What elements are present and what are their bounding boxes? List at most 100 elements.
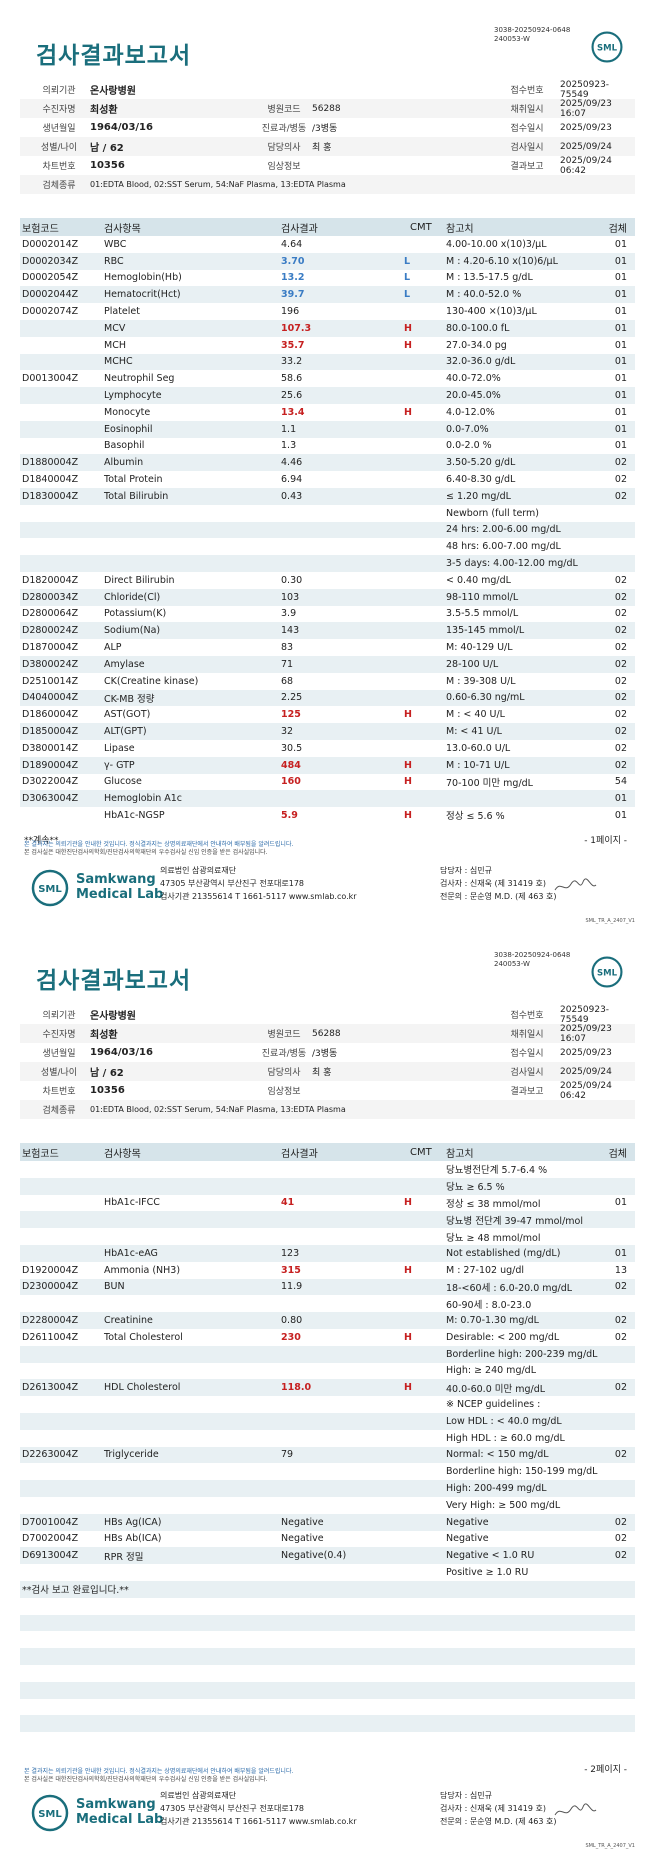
brand-line-1: Samkwang [76,1797,156,1812]
table-row [20,1631,635,1648]
org-address: 의료법인 삼광의료재단 47305 부산광역시 부산진구 전포대로178 검사기… [160,864,357,903]
table-row: 48 hrs: 6.00-7.00 mg/dL [20,538,635,555]
cell-result: 0.80 [281,1315,303,1327]
institution-label: 의뢰기관 [42,86,76,96]
cell-item: Monocyte [104,406,151,418]
cell-specimen: 02 [614,574,627,586]
table-row [20,1699,635,1716]
cell-specimen: 01 [614,793,627,805]
table-header: 보험코드 검사항목 검사결과 CMT 참고치 검체 [20,1143,635,1161]
cell-reference: M : < 40 U/L [446,709,505,721]
cell-specimen: 02 [614,759,627,771]
cell-result: 13.2 [281,272,305,284]
cell-item: Ammonia (NH3) [104,1264,181,1276]
staff-info: 담당자 : 심민규 검사자 : 신재욱 (제 31419 호) 전문의 : 문순… [440,864,557,903]
cell-specimen: 01 [614,440,627,452]
cell-code: D1850004Z [22,726,79,737]
table-row: D7001004Z HBs Ag(ICA) Negative Negative 02 [20,1513,635,1531]
doctor-value: 최 홍 [312,143,332,153]
cell-reference: M : 4.20-6.10 x(10)6/μL [446,255,558,267]
dob-label: 생년월일 [42,124,76,134]
cell-item: Total Bilirubin [104,490,169,502]
table-row: MCH 35.7 H 27.0-34.0 pg 01 [20,337,635,354]
table-row: 당뇨병전단계 5.7-6.4 % [20,1161,635,1178]
table-header: 보험코드 검사항목 검사결과 CMT 참고치 검체 [20,218,635,236]
cell-reference: M : 40.0-52.0 % [446,289,522,301]
cell-reference: High HDL : ≥ 60.0 mg/dL [446,1432,565,1444]
cell-item: Amylase [104,658,145,670]
cell-reference: ※ NCEP guidelines : [446,1399,541,1411]
table-row: D1840004Z Total Protein 6.94 6.40-8.30 g/dL… [20,471,635,488]
patient-info: 의뢰기관 온사랑병원 접수번호 20250923-75549 수진자명 최성환 … [20,80,635,194]
table-body: 당뇨병전단계 5.7-6.4 % 당뇨 ≥ 6.5 % HbA1c-IFCC 41 H 정… [20,1161,635,1749]
results-table-page-2: 보험코드 검사항목 검사결과 CMT 참고치 검체 당뇨병전단계 5.7-6.4… [20,1143,635,1749]
report-value: 2025/09/24 06:42 [560,155,612,176]
cell-item: MCH [104,339,126,351]
cell-item: Triglyceride [104,1449,159,1461]
cell-specimen: 01 [614,373,627,385]
form-code: SML_TR_A_2407_V1 [585,918,635,924]
staff-line-1: 담당자 : 심민규 [440,1791,492,1800]
staff-line-2: 검사자 : 신재욱 (제 31419 호) [440,879,546,888]
header-specimen: 검체 [608,1148,627,1160]
cell-result: 39.7 [281,289,305,301]
cell-reference: M : 39-308 U/L [446,675,516,687]
report-page-1: 3038-20250924-0648 240053-W SML 검사결과보고서 … [20,26,635,924]
table-row: 60-90세 : 8.0-23.0 [20,1295,635,1312]
receipt-date-label: 접수일시 [510,124,544,134]
cell-reference: 135-145 mmol/L [446,625,525,637]
cell-code: D0002044Z [22,289,79,301]
note-line-2: 본 검사실은 대한진단검사의학회/진단검사의학재단의 우수검사실 신임 인증을 … [24,849,268,856]
cell-code: D7002004Z [22,1533,79,1545]
cell-reference: 40.0-72.0% [446,373,501,385]
cell-item: HDL Cholesterol [104,1382,181,1394]
cell-specimen: 02 [614,1516,627,1528]
cell-reference: Positive ≥ 1.0 RU [446,1567,529,1579]
cell-item: WBC [104,238,127,250]
cell-item: HbA1c-eAG [104,1247,158,1259]
cell-reference: < 0.40 mg/dL [446,574,511,586]
cell-code: D2510014Z [22,675,79,687]
receipt-date-label: 접수일시 [510,1049,544,1059]
specimen-value: 01:EDTA Blood, 02:SST Serum, 54:NaF Plas… [90,180,346,189]
brand-name: Samkwang Medical Lab [76,872,163,902]
cell-code: D0002074Z [22,306,79,318]
header-ref: 참고치 [446,1148,474,1160]
doctor-label: 담당의사 [267,143,301,153]
cell-reference: 60-90세 : 8.0-23.0 [446,1299,532,1311]
cell-specimen: 02 [614,457,627,469]
table-row: HbA1c-NGSP 5.9 H 정상 ≤ 5.6 % 01 [20,807,635,824]
cell-code: D1840004Z [22,474,79,486]
cell-specimen: 02 [614,642,627,654]
cell-reference: 18-<60세 : 6.0-20.0 mg/dL [446,1282,573,1294]
cell-result: 79 [281,1449,294,1461]
table-row: Borderline high: 150-199 mg/dL [20,1463,635,1480]
cell-reference: M: 40-129 U/L [446,642,513,654]
cell-item: Hematocrit(Hct) [104,289,181,301]
cell-item: Potassium(K) [104,608,167,620]
cell-reference: 당뇨병 전단계 39-47 mmol/mol [446,1215,583,1227]
notes: 본 결과지는 의뢰기관을 안내한 것입니다. 정식결과지는 상명의료재단에서 안… [24,1768,293,1784]
sex-age-value: 남 / 62 [90,1068,124,1079]
table-row: **검사 보고 완료입니다.** [20,1580,635,1598]
cell-code: D2263004Z [22,1449,79,1461]
cell-reference: Borderline high: 200-239 mg/dL [446,1348,598,1360]
table-row: D2263004Z Triglyceride 79 Normal: < 150 mg/… [20,1446,635,1464]
cell-item: HBs Ag(ICA) [104,1516,162,1528]
cell-result: 484 [281,759,301,771]
info-row: 수진자명 최성환 병원코드 56288 채취일시 2025/09/23 16:0… [20,1024,635,1044]
table-row: D1820004Z Direct Bilirubin 0.30 < 0.40 mg/d… [20,572,635,589]
info-row: 차트번호 10356 임상정보 결과보고 2025/09/24 06:42 [20,155,635,176]
test-date-value: 2025/09/24 [560,1066,612,1077]
org-address: 의료법인 삼광의료재단 47305 부산광역시 부산진구 전포대로178 검사기… [160,1789,357,1828]
cell-result: 125 [281,709,301,721]
cell-code: D2611004Z [22,1331,79,1343]
footer: SML Samkwang Medical Lab 의료법인 삼광의료재단 473… [20,1787,635,1839]
table-row: Basophil 1.3 0.0-2.0 % 01 [20,438,635,455]
collect-date-label: 채취일시 [510,1030,544,1040]
cell-flag: L [404,289,411,301]
info-row: 성별/나이 남 / 62 담당의사 최 홍 검사일시 2025/09/24 [20,137,635,156]
table-row: D2611004Z Total Cholesterol 230 H Desirable:… [20,1329,635,1346]
cell-reference: Newborn (full term) [446,507,539,519]
table-row: 당뇨 ≥ 48 mmol/mol [20,1228,635,1245]
